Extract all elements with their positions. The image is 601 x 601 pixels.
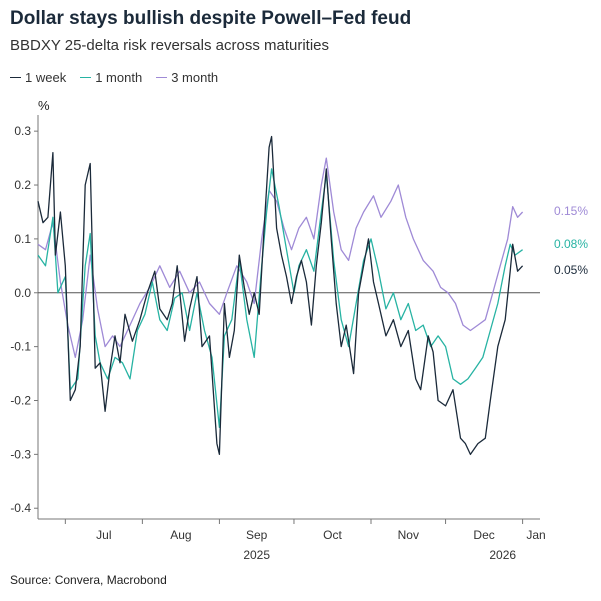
legend-swatch-1-week [10,77,21,78]
y-tick-label: -0.4 [10,501,31,515]
series-line-1-week [37,135,524,456]
y-tick-label: 0.3 [14,124,31,138]
y-tick-label: -0.3 [10,447,31,461]
source-note: Source: Convera, Macrobond [10,573,167,587]
series-line-3-month [37,157,524,359]
legend-item-1-month: 1 month [80,70,142,85]
x-year-label: 2026 [489,548,516,562]
x-year-label: 2025 [243,548,270,562]
legend: 1 week 1 month 3 month [10,70,218,85]
y-tick-label: 0.2 [14,178,31,192]
legend-swatch-3-month [156,77,168,78]
legend-label-1-week: 1 week [25,70,67,85]
legend-label-3-month: 3 month [171,70,219,85]
x-tick-label: Oct [323,528,342,542]
y-tick-label: -0.2 [10,393,31,407]
x-tick-label: Sep [246,528,268,542]
end-label-1-week: 0.05% [554,263,588,277]
x-tick-label: Jan [526,528,545,542]
y-axis-unit: % [38,98,50,113]
end-label-1-month: 0.08% [554,237,588,251]
legend-swatch-1-month [80,77,92,78]
x-tick-label: Dec [473,528,494,542]
end-label-3-month: 0.15% [554,204,588,218]
x-tick-label: Nov [398,528,419,542]
chart-title: Dollar stays bullish despite Powell–Fed … [10,8,412,29]
legend-item-3-month: 3 month [156,70,218,85]
legend-item-1-week: 1 week [10,70,66,85]
chart-subtitle: BBDXY 25-delta risk reversals across mat… [10,37,329,54]
y-tick-label: -0.1 [10,340,31,354]
y-tick-label: 0.0 [14,286,31,300]
x-tick-label: Jul [96,528,111,542]
legend-label-1-month: 1 month [95,70,143,85]
y-tick-label: 0.1 [14,232,31,246]
x-tick-label: Aug [170,528,191,542]
series-line-1-month [37,168,523,429]
